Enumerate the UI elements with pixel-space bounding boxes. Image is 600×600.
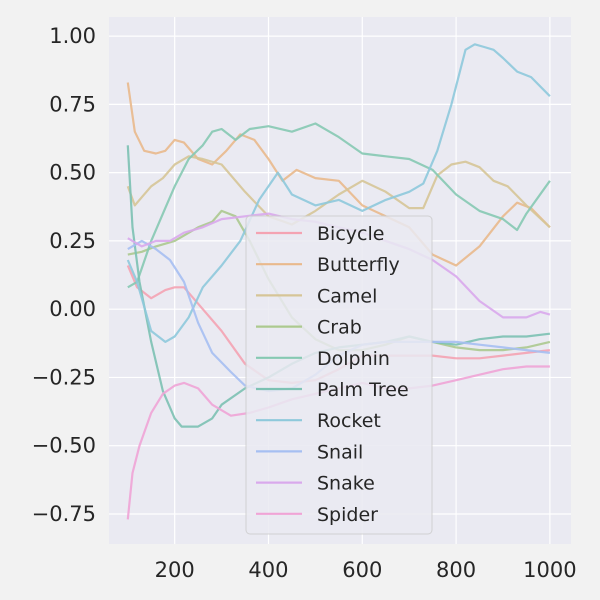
legend-label: Palm Tree <box>317 379 409 401</box>
legend-label: Camel <box>317 285 377 307</box>
y-tick-label: 0.75 <box>49 92 96 116</box>
legend: Bicycle Butterfly Camel Crab Dolphin Palm Tre… <box>245 215 433 535</box>
y-tick-label: −0.25 <box>32 365 96 389</box>
legend-label: Bicycle <box>317 223 384 245</box>
x-axis-ticks: 200 400 600 800 1000 <box>155 558 577 582</box>
y-axis-ticks: −0.75 −0.50 −0.25 0.00 0.25 0.50 0.75 1.00 <box>32 24 96 526</box>
legend-label: Dolphin <box>317 348 390 370</box>
legend-label: Snail <box>317 441 363 463</box>
y-tick-label: 0.25 <box>49 229 96 253</box>
legend-label: Butterfly <box>317 254 400 276</box>
y-tick-label: −0.50 <box>32 434 96 458</box>
y-tick-label: 0.00 <box>49 297 96 321</box>
x-tick-label: 800 <box>436 558 476 582</box>
legend-label: Spider <box>317 504 378 526</box>
legend-items: Bicycle Butterfly Camel Crab Dolphin Palm Tre… <box>256 223 409 526</box>
series-line-rocket <box>126 43 551 343</box>
x-tick-label: 600 <box>342 558 382 582</box>
legend-label: Snake <box>317 473 375 495</box>
x-tick-label: 200 <box>155 558 195 582</box>
x-tick-label: 1000 <box>523 558 576 582</box>
series-line-dolphin <box>127 122 551 289</box>
y-tick-label: 0.50 <box>49 161 96 185</box>
x-tick-label: 400 <box>248 558 288 582</box>
y-tick-label: −0.75 <box>32 502 96 526</box>
legend-label: Rocket <box>317 410 381 432</box>
y-tick-label: 1.00 <box>49 24 96 48</box>
legend-label: Crab <box>317 317 362 339</box>
